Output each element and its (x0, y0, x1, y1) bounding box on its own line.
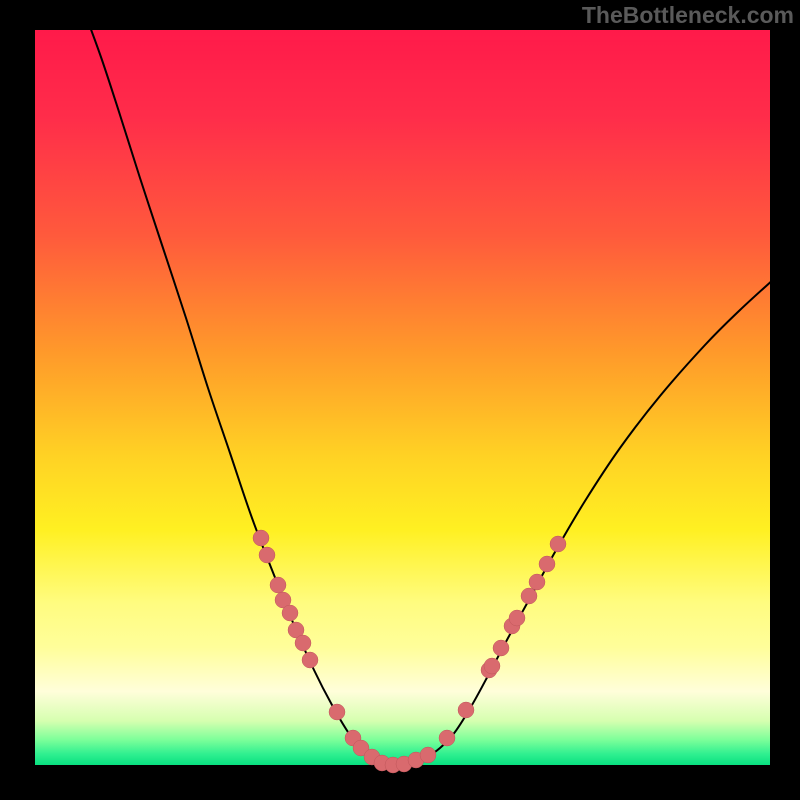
data-point (295, 635, 311, 651)
data-point (259, 547, 275, 563)
data-point (420, 747, 436, 763)
data-point (529, 574, 545, 590)
data-point (521, 588, 537, 604)
left-curve (86, 16, 395, 765)
chart-svg (0, 0, 800, 800)
data-points (253, 530, 566, 773)
data-point (493, 640, 509, 656)
data-point (253, 530, 269, 546)
data-point (282, 605, 298, 621)
data-point (550, 536, 566, 552)
data-point (458, 702, 474, 718)
data-point (539, 556, 555, 572)
data-point (270, 577, 286, 593)
data-point (439, 730, 455, 746)
data-point (302, 652, 318, 668)
right-curve (395, 278, 775, 765)
watermark-text: TheBottleneck.com (582, 2, 794, 29)
data-point (509, 610, 525, 626)
data-point (484, 658, 500, 674)
data-point (329, 704, 345, 720)
